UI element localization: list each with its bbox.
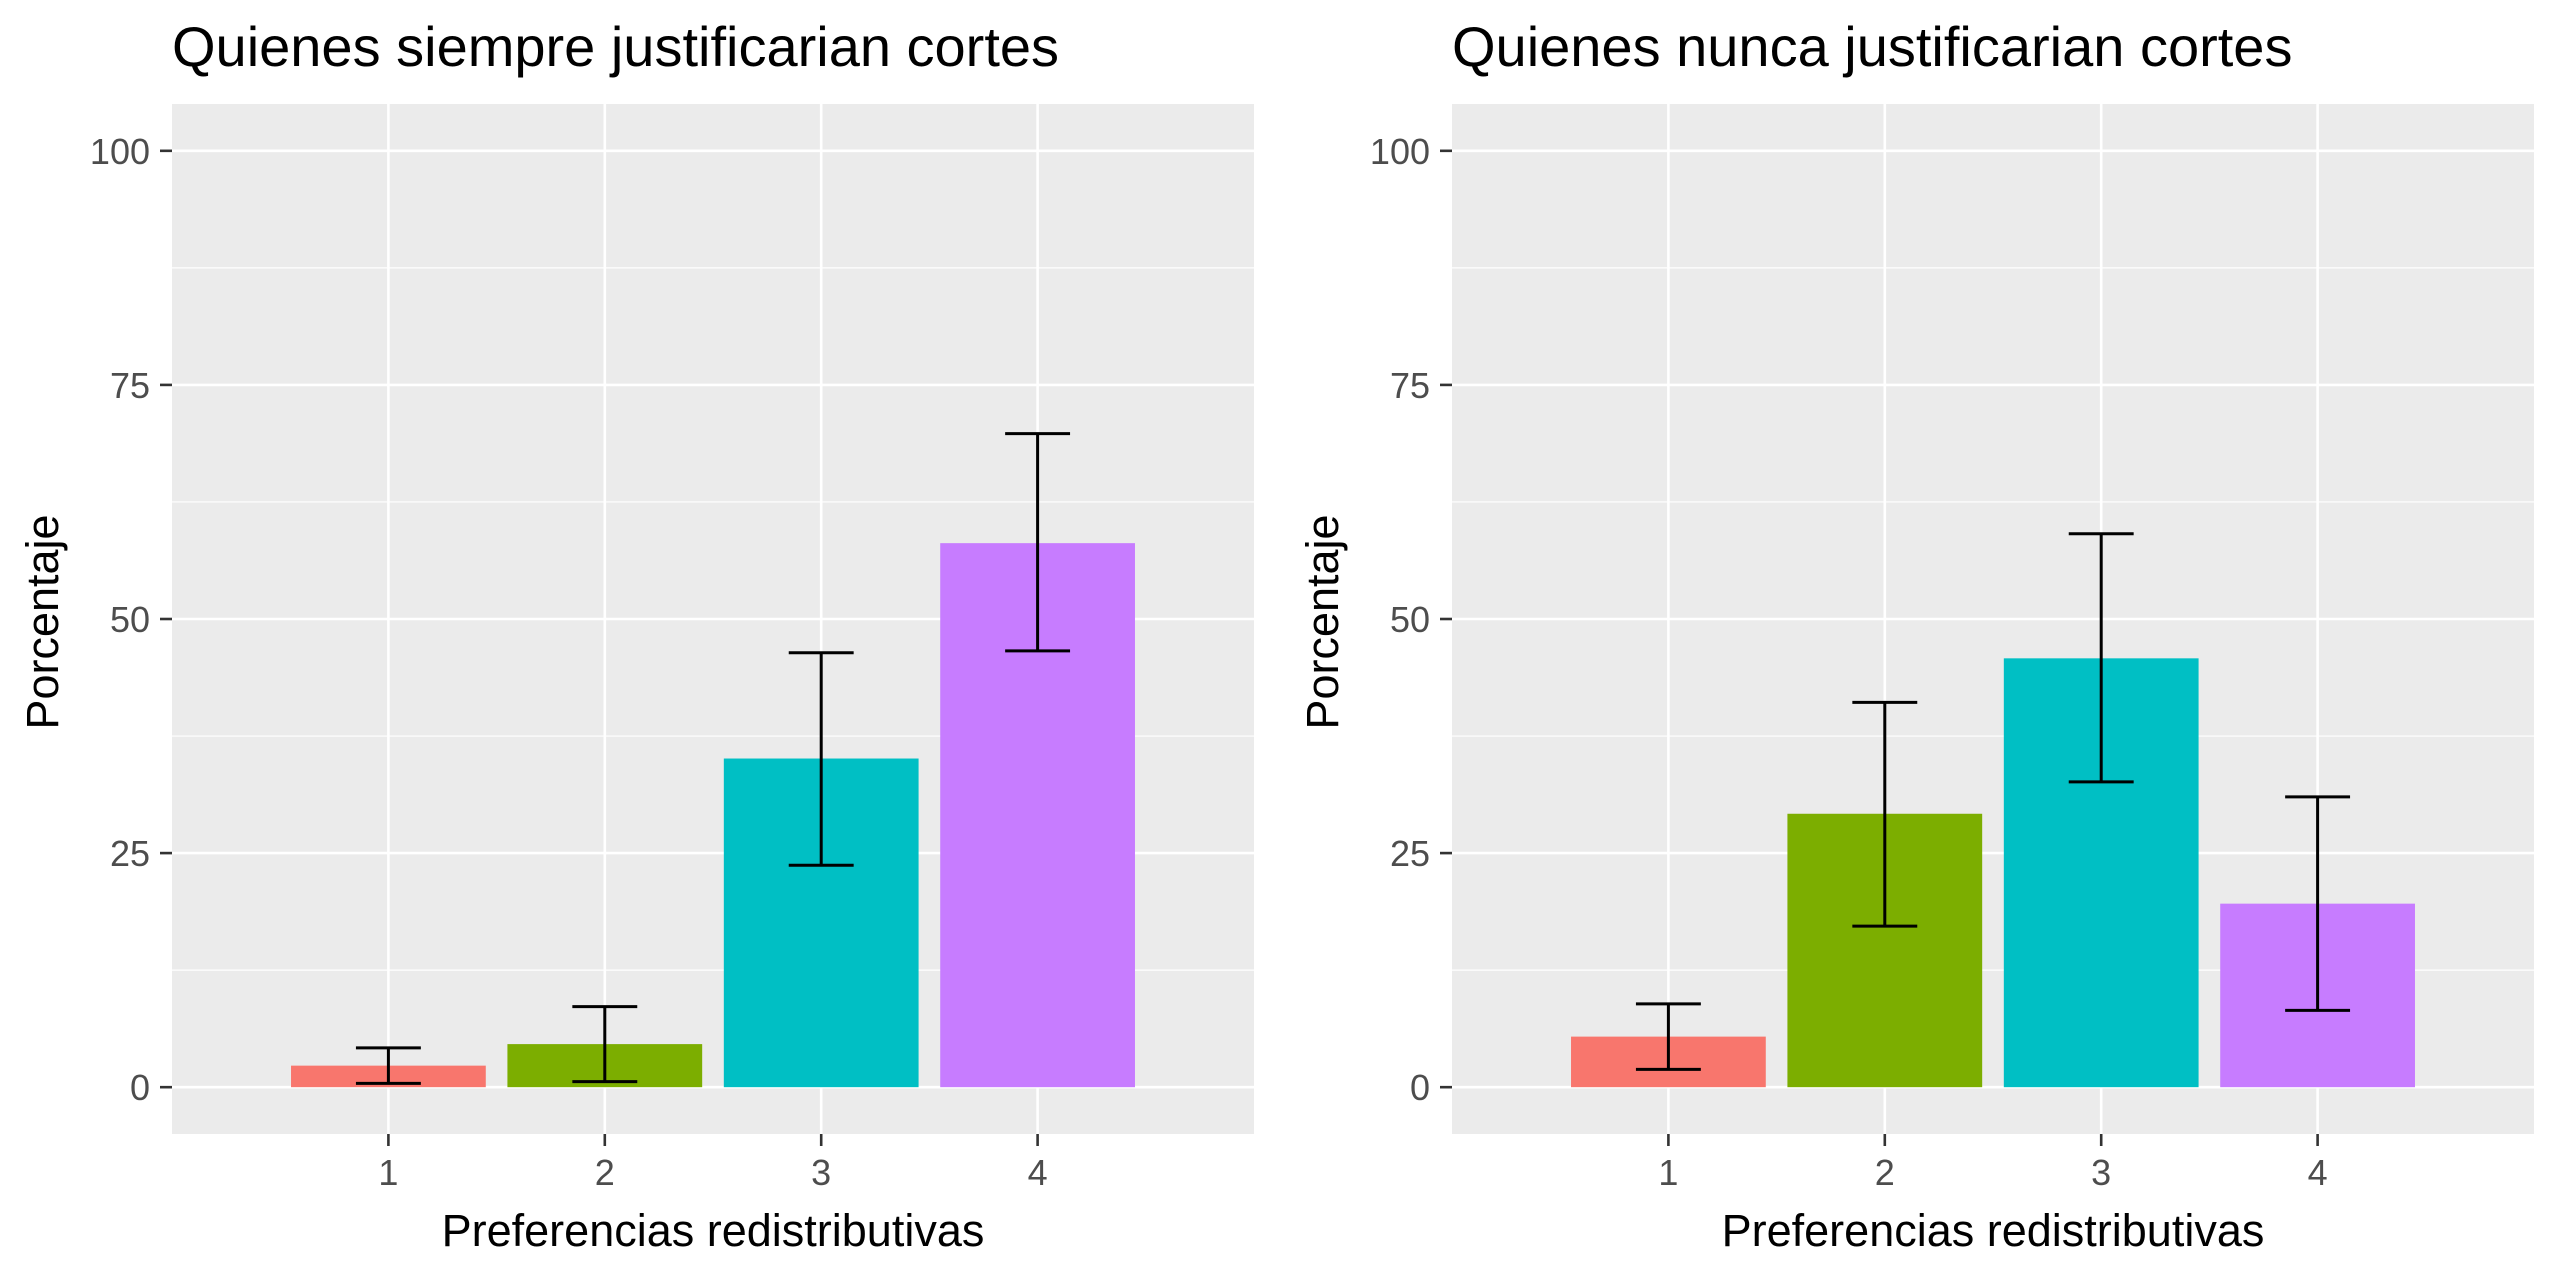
chart-right-y-tick-label: 25 (1390, 833, 1430, 874)
chart-right-xlabel: Preferencias redistributivas (1722, 1205, 2265, 1256)
chart-right-y-tick-label: 100 (1370, 131, 1430, 172)
chart-left: Quienes siempre justificarian cortes Pre… (17, 15, 1254, 1256)
chart-left-y-tick-label: 75 (110, 365, 150, 406)
chart-right-error-bar-3 (2068, 532, 2134, 784)
chart-right-x-tick-label: 2 (1875, 1152, 1895, 1193)
chart-right-error-bar-2 (1852, 700, 1918, 928)
chart-right-y-tick-label: 50 (1390, 599, 1430, 640)
chart-right-y-tick-label: 0 (1410, 1067, 1430, 1108)
chart-left-y-tick-label: 25 (110, 833, 150, 874)
chart-left-y-tick-label: 0 (130, 1067, 150, 1108)
chart-right: Quienes nunca justificarian cortes Prefe… (1297, 15, 2534, 1256)
chart-left-xlabel: Preferencias redistributivas (442, 1205, 985, 1256)
chart-left-x-tick-label: 3 (811, 1152, 831, 1193)
chart-right-error-bar-4 (2285, 795, 2351, 1012)
chart-right-x-tick-label: 4 (2308, 1152, 2328, 1193)
chart-left-error-bar-2 (572, 1005, 638, 1084)
chart-right-x-tick-label: 3 (2091, 1152, 2111, 1193)
chart-right-x-tick-label: 1 (1658, 1152, 1678, 1193)
chart-left-x-tick-label: 4 (1028, 1152, 1048, 1193)
chart-left-x-tick-label: 2 (595, 1152, 615, 1193)
chart-left-y-tick-label: 50 (110, 599, 150, 640)
chart-left-ylabel: Porcentaje (17, 514, 68, 729)
chart-left-x-tick-label: 1 (378, 1152, 398, 1193)
chart-left-y-tick-label: 100 (90, 131, 150, 172)
chart-left-error-bar-1 (355, 1046, 421, 1085)
chart-left-error-bar-3 (788, 651, 854, 867)
chart-right-title: Quienes nunca justificarian cortes (1452, 15, 2292, 78)
chart-right-y-tick-label: 75 (1390, 365, 1430, 406)
chart-left-title: Quienes siempre justificarian cortes (172, 15, 1059, 78)
chart-right-error-bar-1 (1635, 1002, 1701, 1071)
chart-left-error-bar-4 (1005, 432, 1071, 653)
chart-right-ylabel: Porcentaje (1297, 514, 1348, 729)
